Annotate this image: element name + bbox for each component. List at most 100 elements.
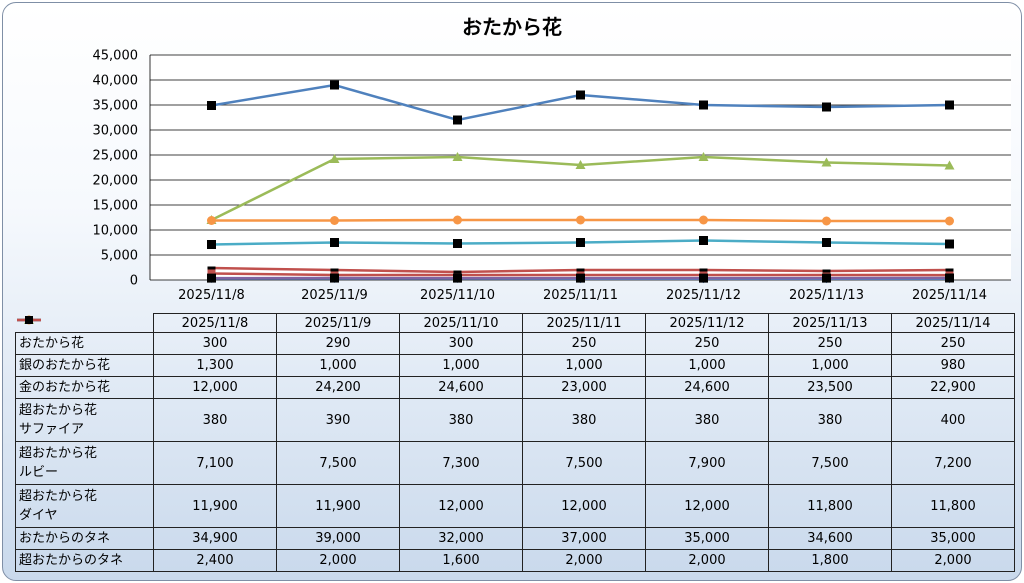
data-point xyxy=(207,266,216,270)
table-cell: 1,300 xyxy=(153,354,277,377)
table-cell: 980 xyxy=(891,354,1015,377)
table-cell: 7,500 xyxy=(768,441,892,485)
table-row: 超おたから花 ルビー 7,100 7,500 7,300 7,500 7,900 7,500 7… xyxy=(15,315,1015,485)
data-point xyxy=(822,273,831,283)
data-point xyxy=(822,216,831,226)
data-point xyxy=(944,160,955,170)
column-header: 2025/11/14 xyxy=(891,313,1015,333)
series-name: おたからのタネ xyxy=(19,531,111,546)
table-cell: 12,000 xyxy=(399,484,523,528)
series-name: 超おたから花 ダイヤ xyxy=(19,487,97,525)
table-cell: 32,000 xyxy=(399,527,523,550)
table-cell: 1,000 xyxy=(768,354,892,377)
table-cell: 400 xyxy=(891,398,1015,442)
data-point xyxy=(945,268,954,272)
series-name: おたから花 xyxy=(19,336,85,351)
data-point xyxy=(453,270,462,274)
data-point xyxy=(207,269,216,278)
data-point xyxy=(576,238,585,247)
table-cell: 380 xyxy=(645,398,769,442)
data-point xyxy=(945,216,954,226)
data-point xyxy=(822,269,831,273)
series-name-line: 超おたから花 xyxy=(19,446,98,461)
table-cell: 7,100 xyxy=(153,441,277,485)
table-cell: 380 xyxy=(153,398,277,442)
table-cell: 35,000 xyxy=(891,527,1015,550)
x-tick-label: 2025/11/9 xyxy=(301,288,368,303)
legend-key xyxy=(16,318,41,321)
y-tick-label: 0 xyxy=(130,274,138,289)
y-tick-label: 20,000 xyxy=(93,174,139,189)
series-label: おたからのタネ xyxy=(15,315,154,550)
data-table: 2025/11/8 2025/11/9 2025/11/10 2025/11/11 20… xyxy=(15,313,1015,572)
table-cell: 7,900 xyxy=(645,441,769,485)
data-point xyxy=(329,154,340,163)
table-row: 超おたから花 ダイヤ 11,900 11,900 12,000 12,000 12,000 1… xyxy=(15,315,1015,528)
data-point xyxy=(453,273,462,283)
y-tick-label: 45,000 xyxy=(93,49,139,64)
series-name-line: 超おたから花 xyxy=(19,489,98,504)
table-cell: 23,000 xyxy=(522,376,646,399)
series-label: 銀のおたから花 xyxy=(15,315,154,377)
table-cell: 1,000 xyxy=(276,354,400,377)
data-point xyxy=(576,90,585,100)
data-point xyxy=(453,115,462,125)
table-cell: 1,800 xyxy=(768,549,892,572)
table-cell: 250 xyxy=(645,332,769,355)
table-cell: 22,900 xyxy=(891,376,1015,399)
table-cell: 380 xyxy=(768,398,892,442)
column-header: 2025/11/12 xyxy=(645,313,769,333)
table-cell: 1,000 xyxy=(522,354,646,377)
table-cell: 2,000 xyxy=(522,549,646,572)
table-cell: 39,000 xyxy=(276,527,400,550)
table-cell: 11,900 xyxy=(276,484,400,528)
data-point xyxy=(822,102,831,112)
series-name-line: ルビー xyxy=(19,465,59,480)
table-row: 超おたからのタネ 2,400 2,000 1,600 2,000 2,000 1,800 2,… xyxy=(15,318,1015,572)
data-point xyxy=(575,160,586,169)
series-label: 超おたから花 ダイヤ xyxy=(15,315,154,528)
table-row: おたから花 300 290 300 250 250 250 250 xyxy=(15,315,1015,355)
series-name-line: 超おたから花 xyxy=(19,403,98,418)
series-label: 超おたから花 サファイア xyxy=(15,315,154,442)
table-cell: 11,800 xyxy=(768,484,892,528)
column-header: 2025/11/8 xyxy=(153,313,277,333)
series-name-line: サファイア xyxy=(19,422,85,437)
table-cell: 1,000 xyxy=(399,354,523,377)
data-point xyxy=(330,268,339,272)
table-cell: 2,000 xyxy=(891,549,1015,572)
x-tick-label: 2025/11/14 xyxy=(912,288,987,303)
data-point xyxy=(207,101,216,110)
table-cell: 250 xyxy=(522,332,646,355)
table-cell: 1,000 xyxy=(645,354,769,377)
data-point xyxy=(207,240,216,249)
table-cell: 24,600 xyxy=(645,376,769,399)
table-cell: 2,000 xyxy=(645,549,769,572)
data-point xyxy=(576,273,585,283)
y-tick-label: 35,000 xyxy=(93,99,139,114)
data-point xyxy=(699,268,708,272)
table-cell: 300 xyxy=(153,332,277,355)
table-cell: 380 xyxy=(522,398,646,442)
x-tick-label: 2025/11/13 xyxy=(789,288,864,303)
data-point xyxy=(453,239,462,248)
table-cell: 24,200 xyxy=(276,376,400,399)
column-header: 2025/11/11 xyxy=(522,313,646,333)
column-header: 2025/11/13 xyxy=(768,313,892,333)
table-cell: 1,600 xyxy=(399,549,523,572)
y-tick-label: 15,000 xyxy=(93,199,139,214)
data-point xyxy=(822,238,831,247)
table-cell: 2,000 xyxy=(276,549,400,572)
data-point xyxy=(330,273,339,283)
table-cell: 7,500 xyxy=(276,441,400,485)
series-name: 銀のおたから花 xyxy=(19,358,111,373)
table-row: 銀のおたから花 1,300 1,000 1,000 1,000 1,000 1,000 980 xyxy=(15,315,1015,377)
table-row: おたからのタネ 34,900 39,000 32,000 37,000 35,000 34,… xyxy=(15,315,1015,550)
table-cell: 11,800 xyxy=(891,484,1015,528)
table-cell: 250 xyxy=(891,332,1015,355)
series-name: 金のおたから花 xyxy=(19,380,111,395)
table-cell: 7,200 xyxy=(891,441,1015,485)
data-point xyxy=(699,273,708,283)
data-point xyxy=(207,273,216,283)
y-tick-label: 40,000 xyxy=(93,74,139,89)
